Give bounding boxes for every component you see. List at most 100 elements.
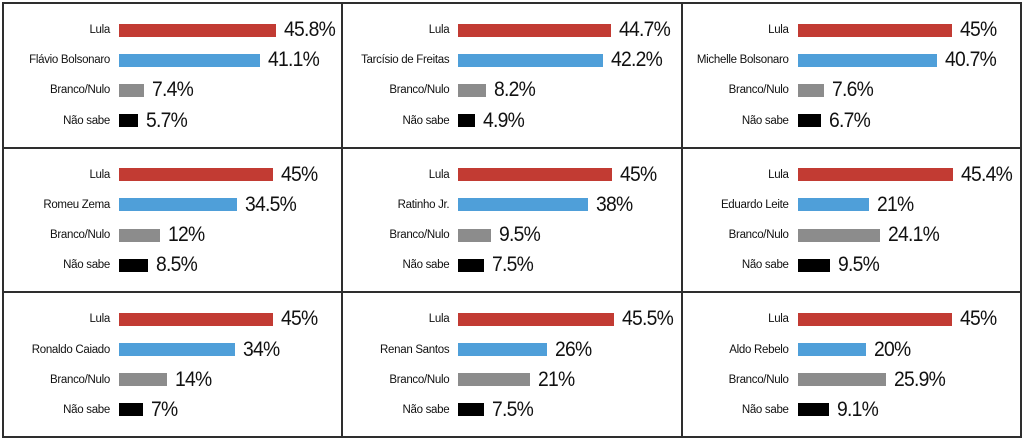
value-label: 9.5% <box>838 253 880 277</box>
category-label: Não sabe <box>402 114 450 127</box>
category-label: Branco/Nulo <box>389 373 450 386</box>
bar <box>458 312 614 326</box>
category-label: Tarcísio de Freitas <box>361 54 450 67</box>
category-label: Michelle Bolsonaro <box>696 54 789 67</box>
poll-panel-9: Lula 45% Aldo Rebelo 20% Branco/Nulo 25.9% Não… <box>682 293 1020 436</box>
bar-row: Tarcísio de Freitas 42.2% <box>347 48 674 72</box>
bar <box>797 228 881 242</box>
bar <box>797 53 937 67</box>
bar-row: Flávio Bolsonaro 41.1% <box>8 48 335 72</box>
bar-row: Ronaldo Caiado 34% <box>8 338 335 362</box>
bar-row: Lula 45% <box>687 18 1014 42</box>
category-label: Lula <box>428 168 450 181</box>
bar <box>797 403 829 417</box>
bar <box>119 403 143 417</box>
category-label: Lula <box>768 24 789 37</box>
value-label: 21% <box>877 192 914 216</box>
bar <box>458 114 476 127</box>
category-label: Romeu Zema <box>43 198 110 211</box>
category-label: Lula <box>89 168 110 181</box>
category-label: Branco/Nulo <box>728 229 789 242</box>
value-label: 5.7% <box>146 108 188 132</box>
bar <box>458 23 612 37</box>
bar <box>458 198 589 212</box>
bar-row: Lula 45.8% <box>8 18 335 42</box>
category-label: Branco/Nulo <box>50 229 110 242</box>
bar <box>797 168 953 182</box>
category-label: Não sabe <box>402 403 450 416</box>
value-label: 20% <box>874 337 911 361</box>
bar-row: Branco/Nulo 14% <box>8 368 335 392</box>
bar-row: Eduardo Leite 21% <box>687 193 1014 217</box>
value-label: 6.7% <box>828 108 871 132</box>
bar-row: Não sabe 5.7% <box>8 109 335 133</box>
value-label: 41.1% <box>267 48 320 72</box>
category-label: Lula <box>768 313 789 326</box>
bar <box>119 343 236 357</box>
category-label: Renan Santos <box>380 343 450 356</box>
bar-row: Branco/Nulo 7.6% <box>687 78 1014 102</box>
poll-panel-1: Lula 45.8% Flávio Bolsonaro 41.1% Branco/Nul… <box>4 4 342 147</box>
value-label: 7.6% <box>831 78 874 102</box>
bar-row: Não sabe 8.5% <box>8 253 335 277</box>
value-label: 4.9% <box>483 108 525 132</box>
bar-row: Branco/Nulo 8.2% <box>347 78 674 102</box>
value-label: 42.2% <box>610 48 663 72</box>
category-label: Não sabe <box>741 403 789 416</box>
value-label: 7.4% <box>152 78 194 102</box>
bar-row: Lula 45.5% <box>347 307 674 331</box>
value-label: 45% <box>280 307 318 331</box>
category-label: Branco/Nulo <box>728 373 789 386</box>
category-label: Lula <box>89 24 110 37</box>
bar <box>458 343 548 357</box>
value-label: 34.5% <box>244 192 297 216</box>
value-label: 45% <box>959 307 997 331</box>
value-label: 24.1% <box>888 223 940 247</box>
category-label: Lula <box>89 313 110 326</box>
value-label: 45% <box>280 162 318 186</box>
category-label: Branco/Nulo <box>389 84 450 97</box>
bar-row: Branco/Nulo 7.4% <box>8 78 335 102</box>
value-label: 45.4% <box>960 162 1013 186</box>
category-label: Branco/Nulo <box>728 84 789 97</box>
bar <box>458 228 491 242</box>
poll-panel-2: Lula 44.7% Tarcísio de Freitas 42.2% Branco/… <box>343 4 681 147</box>
bar-row: Romeu Zema 34.5% <box>8 193 335 217</box>
value-label: 40.7% <box>944 48 997 72</box>
bar-row: Lula 45% <box>347 163 674 187</box>
category-label: Não sabe <box>402 259 450 272</box>
bar <box>797 198 870 212</box>
bar <box>797 23 952 37</box>
bar-row: Não sabe 9.5% <box>687 253 1014 277</box>
bar <box>119 114 139 127</box>
bar-row: Lula 45% <box>687 307 1014 331</box>
bar <box>119 228 161 242</box>
bar-row: Não sabe 6.7% <box>687 109 1014 133</box>
poll-panel-8: Lula 45.5% Renan Santos 26% Branco/Nulo 21% Nã… <box>343 293 681 436</box>
bar <box>119 198 237 212</box>
bar <box>119 23 276 37</box>
category-label: Lula <box>428 24 450 37</box>
value-label: 45.5% <box>621 307 674 331</box>
value-label: 7% <box>150 397 178 421</box>
value-label: 45.8% <box>283 18 336 42</box>
bar <box>119 312 273 326</box>
bar <box>797 373 887 387</box>
bar <box>458 403 484 417</box>
bar-row: Lula 44.7% <box>347 18 674 42</box>
bar <box>458 83 487 97</box>
category-label: Aldo Rebelo <box>729 343 789 356</box>
poll-panel-5: Lula 45% Ratinho Jr. 38% Branco/Nulo 9.5% Não … <box>343 148 681 292</box>
category-label: Branco/Nulo <box>389 229 450 242</box>
bar-row: Aldo Rebelo 20% <box>687 338 1014 362</box>
value-label: 9.1% <box>836 397 879 421</box>
poll-panel-6: Lula 45.4% Eduardo Leite 21% Branco/Nulo 24.1… <box>682 148 1020 292</box>
bar <box>797 312 952 326</box>
value-label: 34% <box>243 337 280 361</box>
category-label: Flávio Bolsonaro <box>29 54 110 67</box>
value-label: 25.9% <box>894 367 946 391</box>
bar-row: Branco/Nulo 24.1% <box>687 223 1014 247</box>
bar <box>797 258 831 272</box>
bar-row: Lula 45.4% <box>687 163 1014 187</box>
